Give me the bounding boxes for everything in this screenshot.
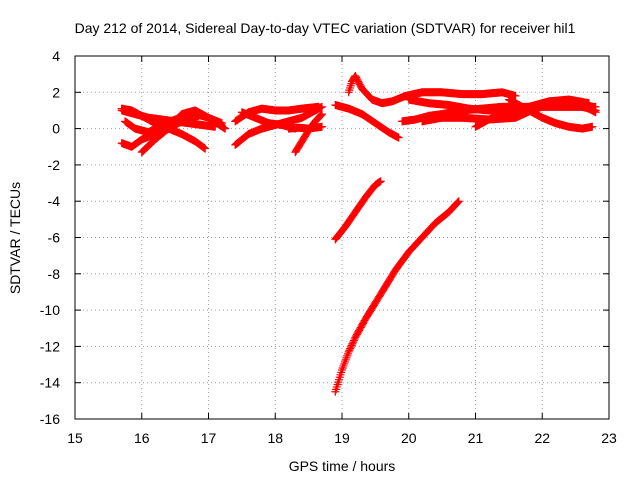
data-point xyxy=(338,363,347,372)
data-point xyxy=(316,111,325,120)
data-point xyxy=(221,124,230,133)
x-tick-label: 19 xyxy=(334,430,350,446)
series-track-19 xyxy=(331,177,385,244)
data-point xyxy=(345,86,354,95)
data-point xyxy=(317,110,326,119)
data-point xyxy=(340,357,349,366)
chart-title: Day 212 of 2014, Sidereal Day-to-day VTE… xyxy=(75,20,576,36)
y-tick-label: 0 xyxy=(52,121,60,137)
x-tick-label: 17 xyxy=(201,430,217,446)
data-point xyxy=(376,177,385,186)
data-point xyxy=(340,359,349,368)
y-tick-label: 2 xyxy=(52,84,60,100)
x-tick-label: 22 xyxy=(534,430,550,446)
x-axis-title: GPS time / hours xyxy=(289,458,396,474)
data-point xyxy=(346,83,355,92)
data-point xyxy=(454,197,463,206)
data-point xyxy=(317,122,326,131)
x-tick-label: 23 xyxy=(601,430,617,446)
data-point xyxy=(338,365,346,374)
series-track-11 xyxy=(284,122,326,133)
series-track-20 xyxy=(331,197,463,396)
y-axis-tick-labels: -16 -14 -12 -10 -8 -6 -4 -2 0 2 4 xyxy=(40,48,60,427)
data-point xyxy=(217,119,226,128)
x-tick-label: 18 xyxy=(267,430,283,446)
y-tick-label: -8 xyxy=(48,266,61,282)
y-tick-label: 4 xyxy=(52,48,60,64)
data-point xyxy=(343,349,352,358)
series-track-13 xyxy=(344,71,520,108)
x-axis-tick-labels: 15 16 17 18 19 20 21 22 23 xyxy=(67,430,617,446)
data-point xyxy=(454,198,463,207)
axis-ticks xyxy=(74,55,610,420)
y-tick-label: -16 xyxy=(40,411,60,427)
y-tick-label: -10 xyxy=(40,302,60,318)
data-point xyxy=(343,351,352,360)
data-point xyxy=(317,102,326,111)
data-point xyxy=(453,198,462,207)
data-point xyxy=(584,99,593,108)
data-point xyxy=(341,355,350,364)
data-point xyxy=(511,91,520,100)
y-tick-label: -6 xyxy=(48,230,61,246)
x-tick-label: 20 xyxy=(401,430,417,446)
series-track-6 xyxy=(171,106,226,128)
x-tick-label: 16 xyxy=(134,430,150,446)
data-point xyxy=(394,133,403,142)
y-axis-title: SDTVAR / TECUs xyxy=(7,182,23,294)
x-tick-label: 15 xyxy=(67,430,83,446)
data-point xyxy=(201,144,210,153)
data-point xyxy=(588,122,597,131)
y-tick-label: -2 xyxy=(48,157,61,173)
data-point xyxy=(339,361,348,370)
y-tick-label: -14 xyxy=(40,375,60,391)
data-point xyxy=(342,353,351,362)
series-track-12 xyxy=(331,101,403,142)
y-tick-label: -12 xyxy=(40,338,60,354)
data-marks xyxy=(117,71,600,396)
x-tick-label: 21 xyxy=(468,430,484,446)
data-point xyxy=(317,110,326,119)
series-track-18 xyxy=(504,95,597,133)
y-tick-label: -4 xyxy=(48,193,61,209)
data-point xyxy=(591,108,600,117)
data-point xyxy=(344,88,353,97)
